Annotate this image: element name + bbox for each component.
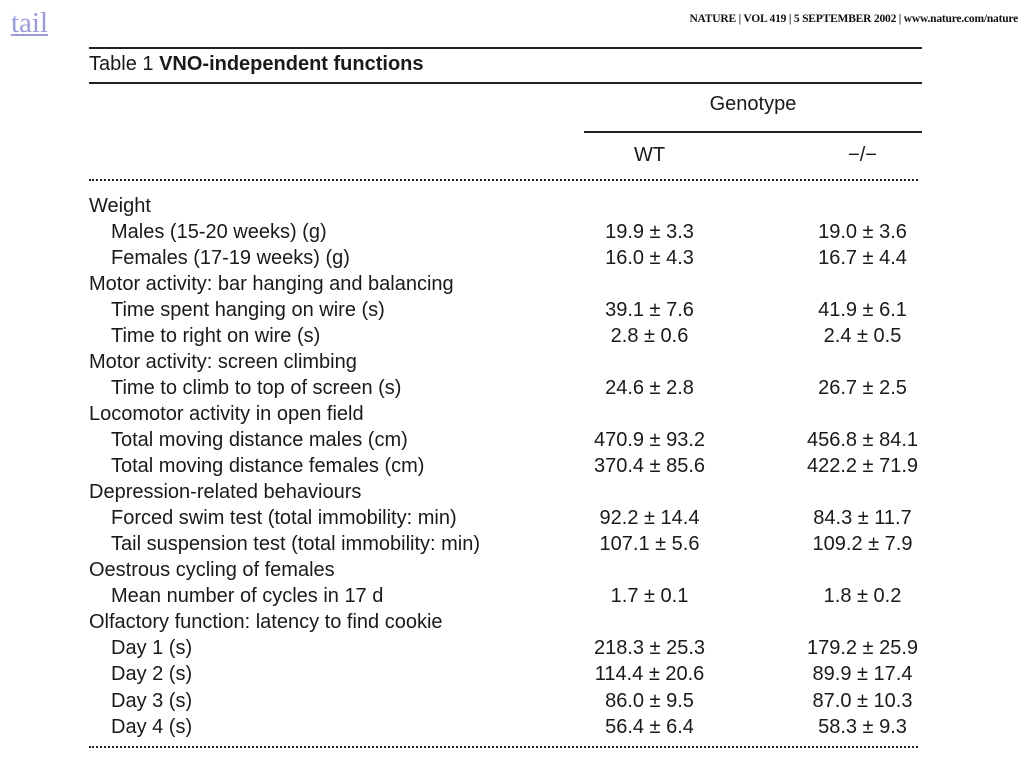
caption-prefix: Table 1: [89, 53, 154, 75]
cell-wt: 19.9 ± 3.3: [605, 221, 694, 243]
row-label: Total moving distance males (cm): [111, 429, 408, 451]
table-caption: Table 1 VNO-independent functions: [89, 53, 424, 76]
category-label: Depression-related behaviours: [89, 481, 362, 503]
bottom-dotted-rule: [89, 746, 918, 748]
category-label: Olfactory function: latency to find cook…: [89, 611, 443, 633]
table-row: Time to right on wire (s) 2.8 ± 0.6 2.4 ± …: [89, 325, 929, 351]
cell-wt: 56.4 ± 6.4: [605, 716, 694, 738]
table-row: Time spent hanging on wire (s) 39.1 ± 7.6…: [89, 299, 929, 325]
table-row: Males (15-20 weeks) (g) 19.9 ± 3.3 19.0 ± …: [89, 221, 929, 247]
cell-ko: 179.2 ± 25.9: [806, 637, 919, 659]
row-label: Day 1 (s): [111, 637, 193, 659]
table-category-row: Olfactory function: latency to find cook…: [89, 611, 929, 637]
cell-wt: 114.4 ± 20.6: [594, 663, 705, 685]
column-header-ko: −/−: [848, 144, 877, 166]
cell-wt: 218.3 ± 25.3: [593, 637, 706, 659]
journal-header: NATURE | VOL 419 | 5 SEPTEMBER 2002 | ww…: [689, 13, 1018, 25]
cell-ko: 87.0 ± 10.3: [812, 690, 913, 712]
cell-ko: 1.8 ± 0.2: [823, 585, 902, 607]
row-label: Females (17-19 weeks) (g): [111, 247, 350, 269]
table-row: Time to climb to top of screen (s) 24.6 ±…: [89, 377, 929, 403]
category-label: Weight: [89, 195, 151, 217]
cell-ko: 58.3 ± 9.3: [818, 716, 907, 738]
row-label: Forced swim test (total immobility: min): [111, 507, 457, 529]
category-label: Motor activity: screen climbing: [89, 351, 357, 373]
category-label: Motor activity: bar hanging and balancin…: [89, 273, 454, 295]
cell-wt: 1.7 ± 0.1: [610, 585, 689, 607]
tail-link[interactable]: tail: [11, 7, 49, 39]
category-label: Locomotor activity in open field: [89, 403, 364, 425]
cell-wt: 92.2 ± 14.4: [599, 507, 700, 529]
cell-ko: 456.8 ± 84.1: [806, 429, 919, 451]
cell-ko: 422.2 ± 71.9: [806, 455, 919, 477]
cell-ko: 2.4 ± 0.5: [823, 325, 902, 347]
table-row: Females (17-19 weeks) (g) 16.0 ± 4.3 16.7 …: [89, 247, 929, 273]
cell-wt: 107.1 ± 5.6: [599, 533, 700, 555]
row-label: Total moving distance females (cm): [111, 455, 425, 477]
table-row: Forced swim test (total immobility: min)…: [89, 507, 929, 533]
row-label: Day 3 (s): [111, 690, 193, 712]
row-label: Time to climb to top of screen (s): [111, 377, 402, 399]
table-row: Total moving distance females (cm) 370.4 …: [89, 455, 929, 481]
cell-ko: 19.0 ± 3.6: [818, 221, 907, 243]
row-label: Day 4 (s): [111, 716, 193, 738]
cell-wt: 16.0 ± 4.3: [605, 247, 694, 269]
cell-wt: 2.8 ± 0.6: [610, 325, 689, 347]
cell-ko: 16.7 ± 4.4: [818, 247, 907, 269]
row-label: Males (15-20 weeks) (g): [111, 221, 327, 243]
table-category-row: Depression-related behaviours: [89, 481, 929, 507]
table-row: Day 3 (s) 86.0 ± 9.5 87.0 ± 10.3: [89, 690, 929, 716]
row-label: Tail suspension test (total immobility: …: [111, 533, 481, 555]
top-rule: [89, 47, 922, 49]
table-row: Total moving distance males (cm) 470.9 ± …: [89, 429, 929, 455]
table-category-row: Oestrous cycling of females: [89, 559, 929, 585]
cell-ko: 109.2 ± 7.9: [812, 533, 913, 555]
cell-wt: 39.1 ± 7.6: [605, 299, 694, 321]
table-category-row: Motor activity: bar hanging and balancin…: [89, 273, 929, 299]
row-label: Mean number of cycles in 17 d: [111, 585, 384, 607]
table-row: Day 4 (s) 56.4 ± 6.4 58.3 ± 9.3: [89, 716, 929, 742]
table-category-row: Weight: [89, 195, 929, 221]
cell-ko: 89.9 ± 17.4: [812, 663, 913, 685]
cell-wt: 24.6 ± 2.8: [605, 377, 694, 399]
column-header-wt: WT: [633, 144, 666, 166]
cell-ko: 84.3 ± 11.7: [813, 507, 912, 529]
cell-wt: 370.4 ± 85.6: [593, 455, 706, 477]
cell-wt: 86.0 ± 9.5: [605, 690, 694, 712]
genotype-rule: [584, 131, 922, 133]
table-category-row: Motor activity: screen climbing: [89, 351, 929, 377]
cell-wt: 470.9 ± 93.2: [593, 429, 706, 451]
table-row: Mean number of cycles in 17 d 1.7 ± 0.1 1.…: [89, 585, 929, 611]
table-row: Day 1 (s) 218.3 ± 25.3 179.2 ± 25.9: [89, 637, 929, 663]
table-row: Tail suspension test (total immobility: …: [89, 533, 929, 559]
caption-rule: [89, 82, 922, 84]
row-label: Day 2 (s): [111, 663, 193, 685]
caption-title: VNO-independent functions: [159, 53, 424, 75]
table-row: Day 2 (s) 114.4 ± 20.6 89.9 ± 17.4: [89, 663, 929, 689]
table-category-row: Locomotor activity in open field: [89, 403, 929, 429]
cell-ko: 41.9 ± 6.1: [818, 299, 907, 321]
genotype-header: Genotype: [709, 93, 797, 115]
row-label: Time spent hanging on wire (s): [111, 299, 385, 321]
header-dotted-rule: [89, 179, 918, 181]
row-label: Time to right on wire (s): [111, 325, 321, 347]
category-label: Oestrous cycling of females: [89, 559, 335, 581]
cell-ko: 26.7 ± 2.5: [818, 377, 907, 399]
